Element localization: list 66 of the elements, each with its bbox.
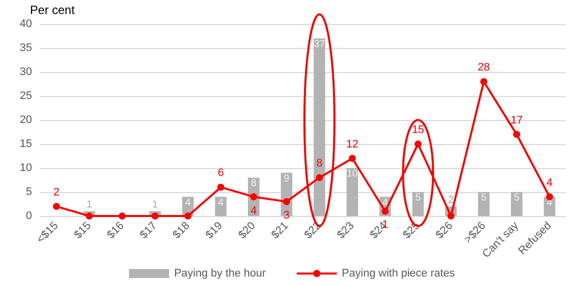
point	[52, 202, 60, 210]
y-tick-label: 35	[20, 42, 32, 54]
data-label: 2	[53, 186, 60, 198]
data-label: 1	[86, 200, 93, 211]
y-tick-label: 20	[20, 114, 32, 126]
y-tick-label: 10	[20, 162, 32, 174]
x-tick-label: $21	[269, 220, 291, 242]
data-label: 4	[250, 204, 257, 217]
point	[316, 174, 323, 182]
point	[217, 184, 224, 191]
x-tick-label: $20	[236, 220, 258, 242]
y-tick-label: 25	[20, 90, 32, 102]
data-label: 10	[346, 168, 358, 180]
data-label: 28	[478, 62, 490, 74]
x-tick-label: $16	[104, 220, 126, 242]
x-tick-label: $23	[335, 220, 357, 242]
data-label: 9	[284, 173, 290, 184]
point	[250, 193, 258, 200]
data-label: 1	[152, 200, 158, 211]
data-label: 4	[546, 176, 553, 189]
data-label: 8	[250, 178, 257, 190]
data-label: 3	[284, 210, 290, 222]
data-label: 8	[316, 158, 322, 170]
point	[382, 208, 389, 215]
point	[152, 212, 159, 220]
y-tick-label: 0	[26, 210, 32, 222]
point	[414, 140, 422, 148]
data-label: 5	[481, 192, 488, 204]
x-tick-label: $19	[204, 220, 226, 242]
data-label: 17	[510, 114, 523, 126]
point	[546, 193, 554, 200]
bar	[215, 196, 227, 216]
y-tick-label: 15	[20, 138, 32, 150]
bar	[346, 168, 358, 216]
x-tick-label: $15	[72, 220, 94, 242]
data-label: 12	[346, 138, 358, 150]
data-label: 6	[218, 167, 224, 180]
legend-label: Paying with piece rates	[342, 268, 456, 280]
point	[283, 198, 290, 206]
data-label: 4	[185, 197, 192, 208]
data-label: 2	[448, 194, 454, 206]
x-tick-label: $18	[170, 220, 192, 242]
y-tick-label: 5	[26, 186, 32, 198]
x-tick-label: $17	[138, 220, 160, 242]
data-label: 5	[514, 192, 520, 204]
point	[118, 212, 126, 220]
y-tick-label: 30	[20, 66, 32, 78]
point	[480, 78, 488, 86]
data-label: 5	[415, 192, 422, 204]
bar	[478, 192, 490, 216]
point	[86, 212, 93, 220]
bar	[412, 192, 424, 216]
data-label: 4	[218, 197, 224, 208]
point	[513, 130, 520, 138]
x-tick-label: $26	[434, 220, 456, 242]
bar	[314, 38, 326, 216]
data-label: 15	[412, 124, 424, 136]
data-label: 37	[314, 38, 326, 50]
legend-label: Paying by the hour	[174, 268, 266, 280]
y-tick-label: 40	[20, 18, 32, 30]
point	[447, 212, 454, 220]
point	[184, 212, 192, 220]
point	[348, 154, 356, 162]
bar	[510, 192, 522, 216]
y-axis-title: Per cent	[30, 3, 76, 17]
data-label: 4	[382, 197, 388, 208]
